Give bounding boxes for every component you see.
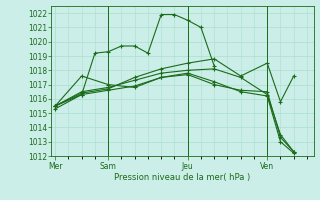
X-axis label: Pression niveau de la mer( hPa ): Pression niveau de la mer( hPa ) xyxy=(114,173,251,182)
